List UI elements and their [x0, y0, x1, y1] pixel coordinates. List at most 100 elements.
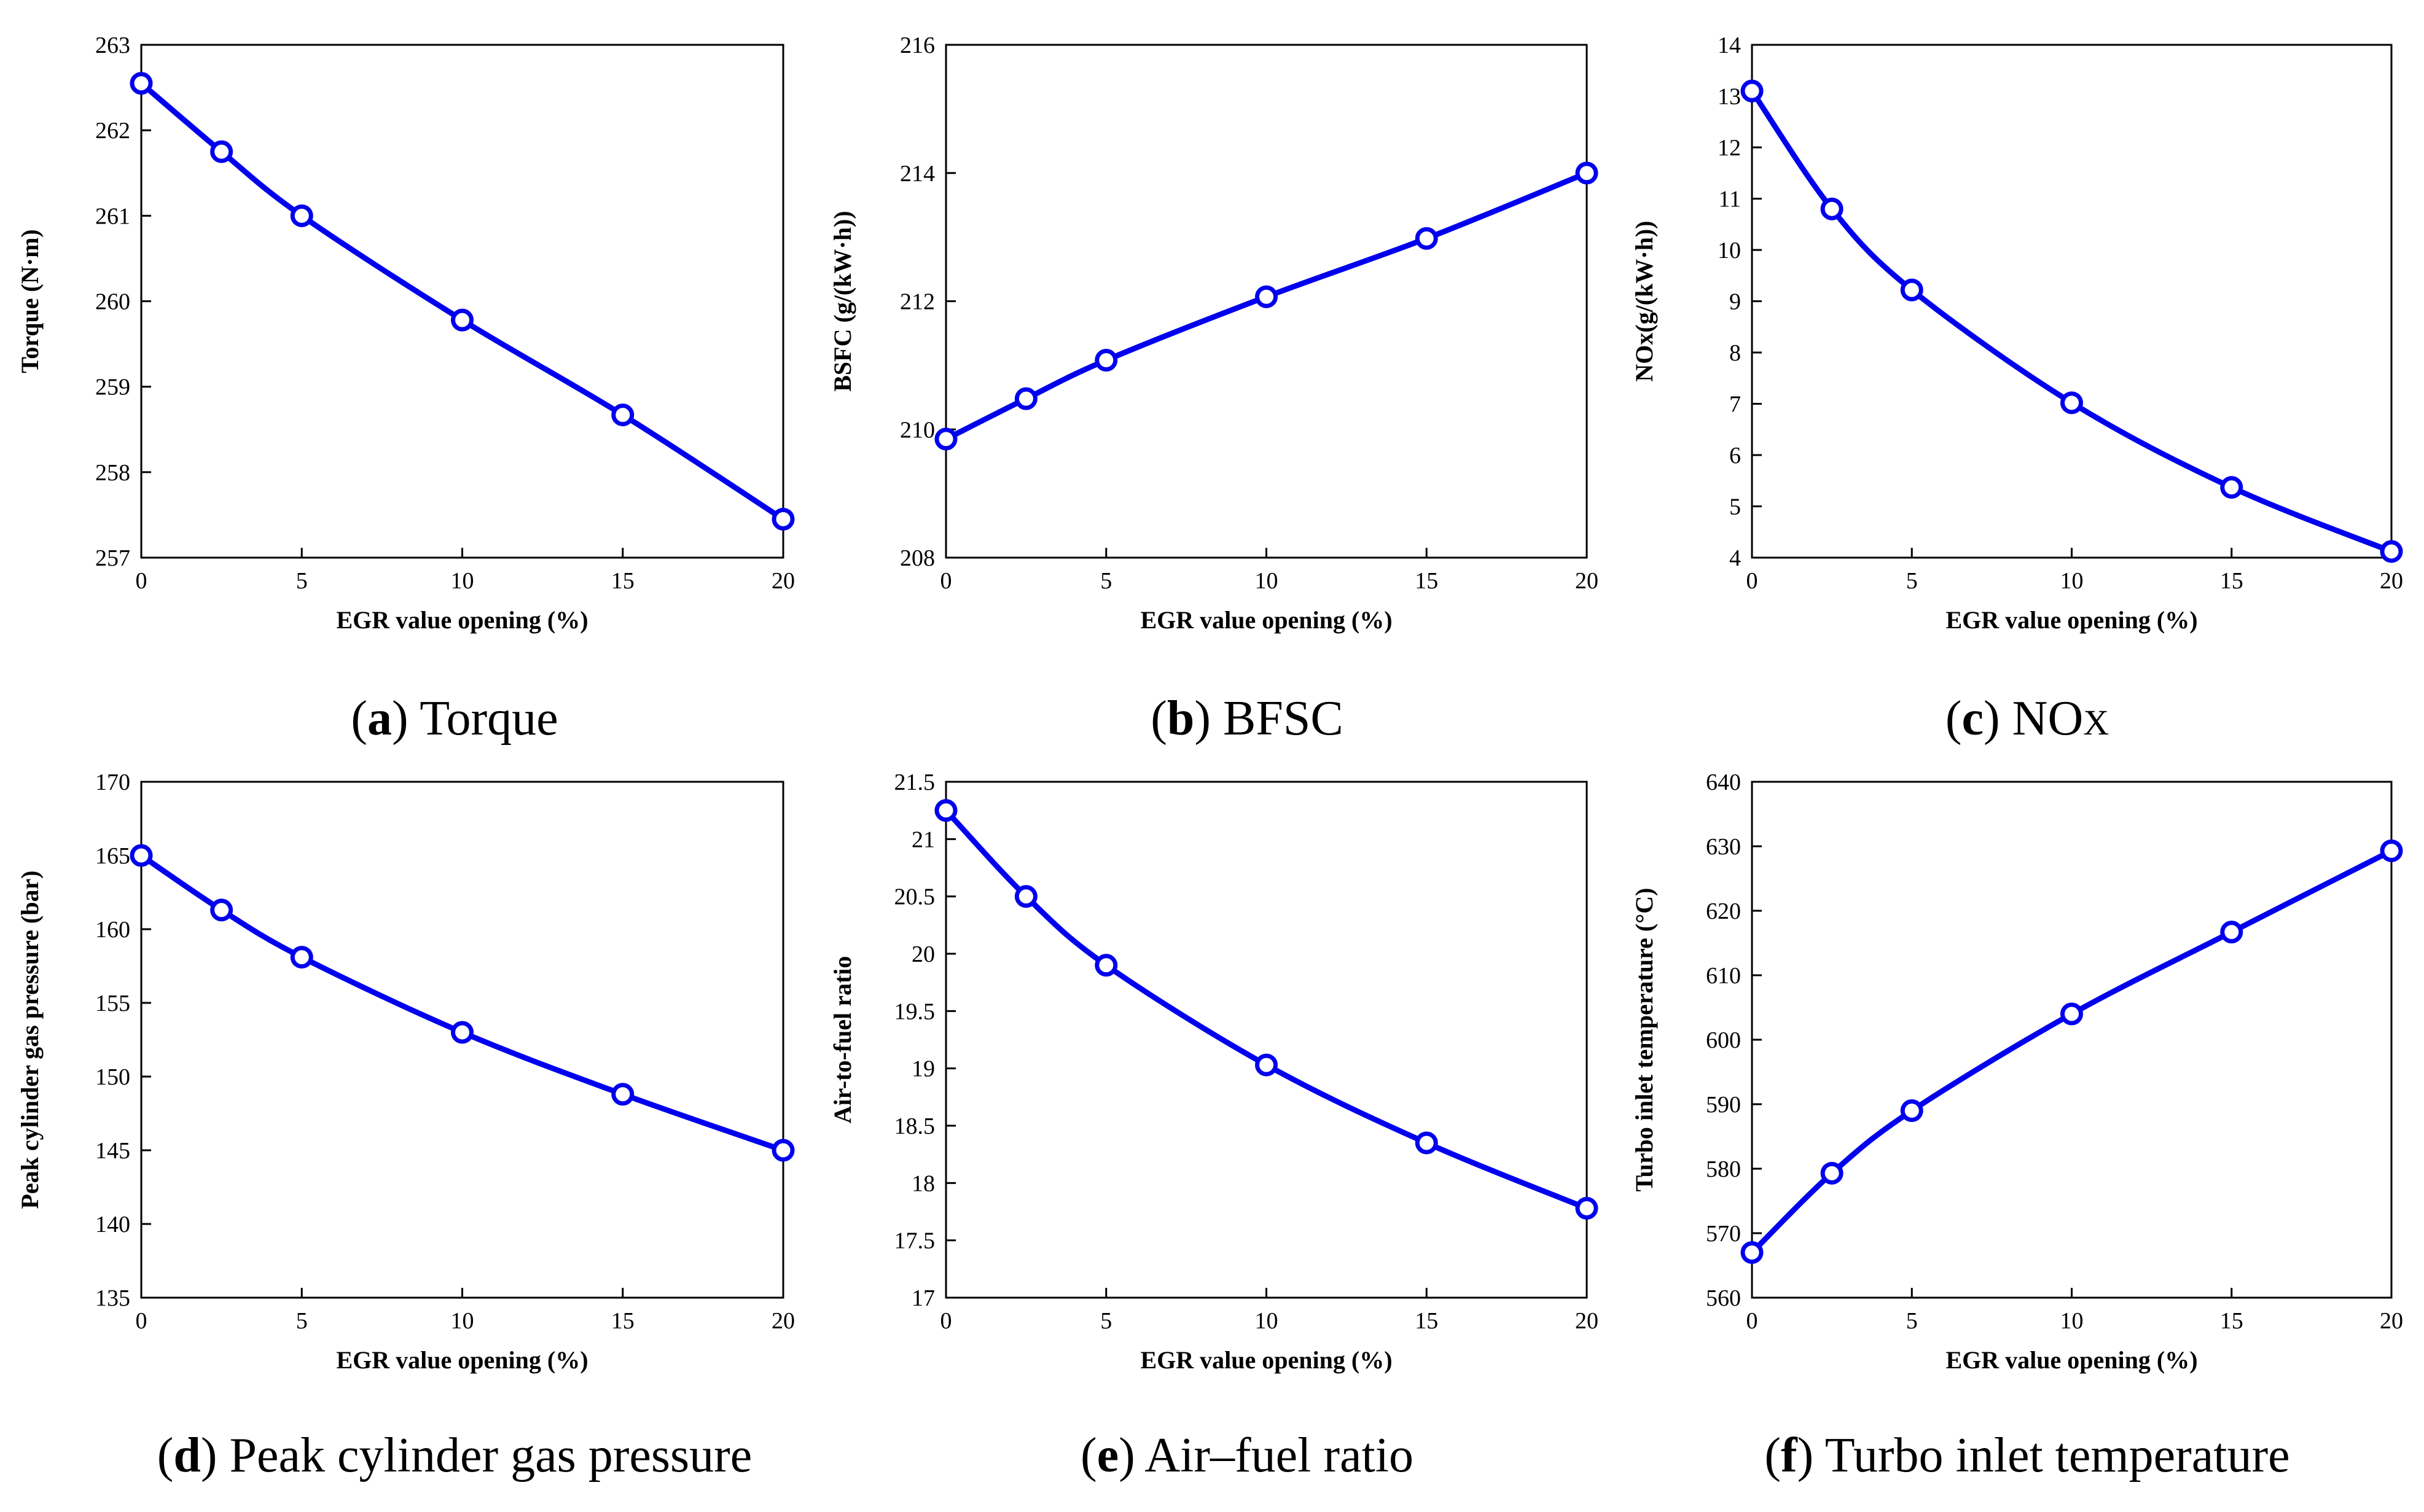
data-point — [1415, 227, 1438, 250]
x-tick-label: 5 — [296, 568, 308, 594]
data-point — [1740, 1241, 1764, 1264]
x-axis-label: EGR value opening (%) — [1945, 606, 2197, 634]
y-tick-label: 160 — [95, 917, 130, 943]
series-line — [138, 852, 786, 1153]
series-line — [138, 80, 786, 522]
x-tick-label: 15 — [2220, 1308, 2243, 1334]
data-point — [290, 204, 313, 227]
y-tick-label: 7 — [1729, 392, 1741, 418]
data-point — [1900, 1099, 1923, 1122]
data-point — [1575, 1196, 1598, 1220]
data-point — [1415, 1131, 1438, 1155]
x-tick-label: 5 — [296, 1308, 308, 1334]
plot-frame — [1751, 44, 2393, 559]
caption-text: ) NO — [1984, 692, 2083, 746]
y-tick-label: 610 — [1706, 963, 1741, 989]
x-tick-label: 10 — [1255, 1308, 1278, 1334]
x-tick-label: 0 — [1746, 1308, 1758, 1334]
y-tick-label: 21 — [912, 827, 935, 852]
chart-panel-a: 0 5 10 15 20 257 258 259 260 261 262 263 EGR value o… — [16, 33, 795, 746]
x-tick-label: 5 — [1906, 568, 1918, 594]
y-tick-label: 135 — [95, 1285, 130, 1311]
caption-open-paren: ( — [157, 1428, 174, 1483]
plot-frame — [945, 781, 1588, 1299]
chart-panel-e: 0 5 10 15 20 17 17.5 18 18.5 19 19.5 20 20.5 21 21.5 EG… — [829, 770, 1598, 1483]
data-point — [611, 403, 635, 427]
data-point — [451, 1021, 474, 1044]
data-point — [1255, 285, 1278, 308]
data-point — [2380, 839, 2403, 862]
y-tick-label: 257 — [95, 545, 130, 571]
x-tick-label: 10 — [2060, 1308, 2084, 1334]
data-point — [1014, 885, 1038, 908]
caption-open-paren: ( — [1151, 692, 1167, 746]
y-tick-label: 155 — [95, 991, 130, 1016]
x-tick-label: 15 — [1415, 1308, 1438, 1334]
panel-caption: (c) NOX — [1945, 692, 2109, 746]
x-tick-label: 10 — [451, 568, 474, 594]
panel-caption: (f) Turbo inlet temperature — [1764, 1428, 2289, 1483]
panel-caption: (d) Peak cylinder gas pressure — [157, 1428, 753, 1483]
y-tick-label: 590 — [1706, 1092, 1741, 1118]
caption-open-paren: ( — [1081, 1428, 1097, 1483]
y-tick-label: 10 — [1718, 238, 1741, 263]
y-tick-label: 170 — [95, 770, 130, 795]
chart-panel-b: 0 5 10 15 20 208 210 212 214 216 EGR value opening… — [829, 33, 1598, 746]
y-axis-label: BSFC (g/(kW·h)) — [829, 211, 856, 391]
y-tick-label: 18.5 — [894, 1113, 936, 1139]
data-point — [1255, 1053, 1278, 1077]
y-tick-label: 570 — [1706, 1221, 1741, 1247]
x-tick-label: 5 — [1100, 1308, 1112, 1334]
y-tick-label: 14 — [1718, 33, 1741, 58]
y-tick-label: 261 — [95, 203, 130, 229]
panel-caption: (b) BFSC — [1151, 692, 1343, 746]
y-tick-label: 18 — [912, 1171, 935, 1196]
caption-open-paren: ( — [351, 692, 367, 746]
x-tick-label: 10 — [451, 1308, 474, 1334]
caption-text: ) Air–fuel ratio — [1119, 1428, 1413, 1483]
x-tick-label: 5 — [1100, 568, 1112, 594]
x-tick-label: 0 — [940, 568, 952, 594]
data-point — [772, 1139, 795, 1162]
x-tick-label: 20 — [772, 1308, 795, 1334]
caption-letter: a — [367, 692, 392, 746]
data-point — [2060, 1002, 2083, 1026]
y-tick-label: 150 — [95, 1064, 130, 1090]
caption-text: ) BFSC — [1194, 692, 1343, 746]
x-tick-label: 10 — [2060, 568, 2084, 594]
series-line — [1749, 848, 2395, 1255]
y-tick-label: 19 — [912, 1056, 935, 1082]
y-tick-label: 210 — [900, 417, 935, 443]
data-point — [451, 308, 474, 332]
x-axis-label: EGR value opening (%) — [1140, 1346, 1392, 1374]
caption-open-paren: ( — [1945, 692, 1962, 746]
y-tick-label: 216 — [900, 33, 935, 58]
y-tick-label: 580 — [1706, 1156, 1741, 1182]
data-point — [130, 72, 153, 95]
x-tick-label: 20 — [2380, 568, 2403, 594]
x-tick-label: 10 — [1255, 568, 1278, 594]
y-axis-label: Torque (N·m) — [16, 229, 44, 373]
panel-caption: (e) Air–fuel ratio — [1081, 1428, 1413, 1483]
y-tick-label: 140 — [95, 1212, 130, 1237]
y-tick-label: 259 — [95, 375, 130, 400]
caption-text: ) Turbo inlet temperature — [1797, 1428, 2290, 1483]
y-axis-label: NOx(g/(kW·h)) — [1630, 220, 1658, 381]
x-axis-label: EGR value opening (%) — [1140, 606, 1392, 634]
y-tick-label: 263 — [95, 33, 130, 58]
y-tick-label: 19.5 — [894, 999, 936, 1024]
chart-panel-d: 0 5 10 15 20 135 140 145 150 155 160 165 170 EGR valu… — [16, 770, 795, 1483]
y-tick-label: 260 — [95, 289, 130, 315]
chart-panel-c: 0 5 10 15 20 4 5 6 7 8 9 10 11 12 13 14 EGR value openin… — [1630, 33, 2403, 746]
x-axis-label: EGR value opening (%) — [336, 1346, 588, 1374]
x-tick-label: 20 — [1575, 568, 1598, 594]
y-axis-label: Peak cylinder gas pressure (bar) — [16, 870, 44, 1209]
x-tick-label: 0 — [136, 568, 147, 594]
y-tick-label: 13 — [1718, 84, 1741, 110]
data-point — [210, 140, 233, 163]
x-tick-label: 15 — [611, 1308, 635, 1334]
x-axis-label: EGR value opening (%) — [1945, 1346, 2197, 1374]
x-tick-label: 0 — [1746, 568, 1758, 594]
y-tick-label: 214 — [900, 161, 935, 187]
